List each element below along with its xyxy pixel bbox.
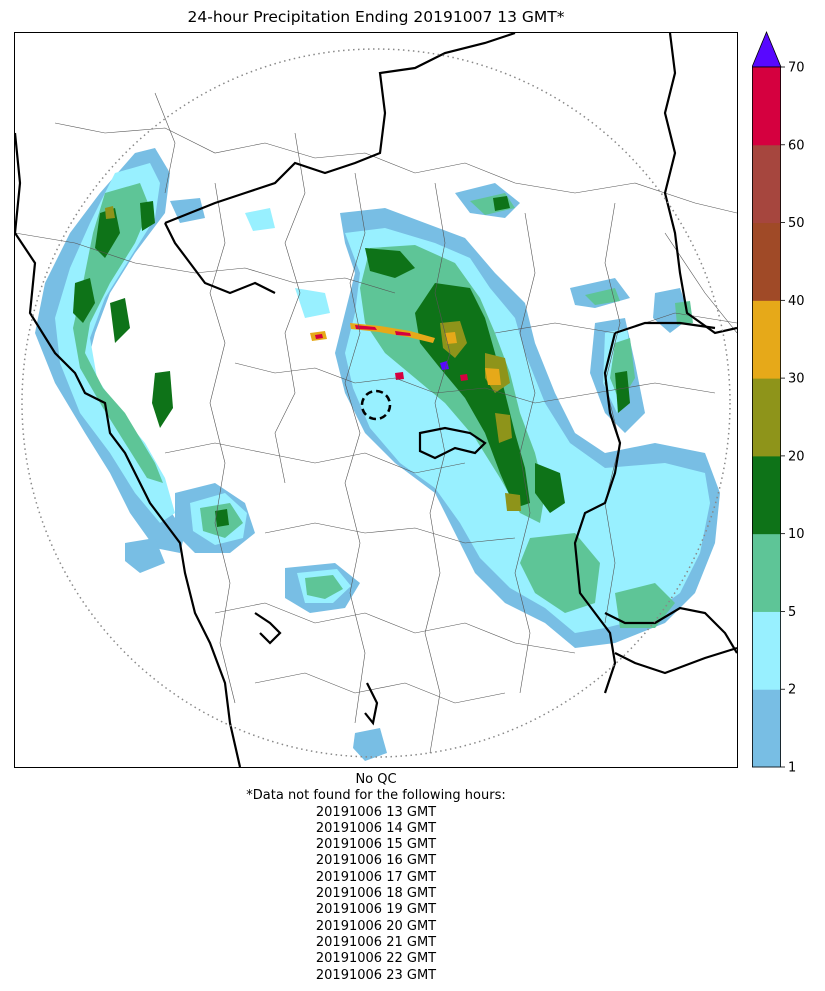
colorbar-segment: [752, 222, 781, 301]
colorbar-extend-arrow: [751, 30, 782, 68]
map-canvas: [15, 33, 737, 767]
colorbar-tick-label: 5: [788, 605, 796, 620]
missing-hour-item: 20191006 14 GMT: [315, 820, 437, 836]
colorbar-tick-label: 60: [788, 138, 805, 153]
colorbar-tick-label: 20: [788, 449, 805, 464]
missing-hour-item: 20191006 18 GMT: [315, 886, 437, 902]
district-boundaries: [15, 92, 737, 754]
colorbar-tick-label: 50: [788, 216, 805, 231]
precip-band-40-plus: [310, 323, 468, 381]
precip-band-30-40: [445, 332, 501, 385]
missing-hour-item: 20191006 22 GMT: [315, 951, 437, 967]
colorbar-segment: [752, 533, 781, 612]
missing-hour-item: 20191006 15 GMT: [315, 837, 437, 853]
missing-hour-list: 20191006 13 GMT 20191006 14 GMT 20191006 1…: [14, 805, 738, 984]
missing-hour-item: 20191006 13 GMT: [315, 804, 437, 820]
colorbar-tick-label: 2: [788, 683, 796, 698]
missing-hour-item: 20191006 16 GMT: [315, 853, 437, 869]
chart-title: 24-hour Precipitation Ending 20191007 13…: [187, 8, 565, 26]
colorbar-tick-label: 40: [788, 294, 805, 309]
colorbar-segment: [752, 455, 781, 535]
colorbar-segment: [752, 67, 781, 146]
precipitation-map: [14, 32, 738, 768]
colorbar-tick-label: 30: [788, 372, 805, 387]
colorbar-outline: [752, 66, 782, 768]
missing-data-header: *Data not found for the following hours:: [246, 788, 506, 804]
colorbar-tick-label: 70: [788, 61, 805, 76]
colorbar-segment: [752, 378, 781, 457]
colorbar-segment: [752, 689, 781, 768]
state-boundaries: [15, 33, 737, 767]
missing-hour-item: 20191006 20 GMT: [315, 918, 437, 934]
colorbar-segment: [752, 611, 781, 690]
missing-hour-item: 20191006 21 GMT: [315, 934, 437, 950]
missing-hour-item: 20191006 17 GMT: [315, 869, 437, 885]
colorbar-tick-label: 10: [788, 527, 805, 542]
colorbar-segment: [752, 300, 781, 379]
missing-hour-item: 20191006 19 GMT: [315, 902, 437, 918]
qc-note: No QC: [355, 772, 397, 787]
notes-block: No QC *Data not found for the following …: [14, 772, 738, 984]
radar-range-ring: [21, 48, 731, 758]
colorbar-tick-label: 1: [788, 761, 796, 776]
radar-site-marker: [360, 389, 392, 421]
colorbar: 1 2 5 10 20 30 40 50 60 70: [751, 30, 822, 776]
colorbar-svg: 1 2 5 10 20 30 40 50 60 70: [751, 30, 805, 776]
missing-hour-item: 20191006 23 GMT: [315, 967, 437, 983]
colorbar-segment: [752, 144, 781, 224]
